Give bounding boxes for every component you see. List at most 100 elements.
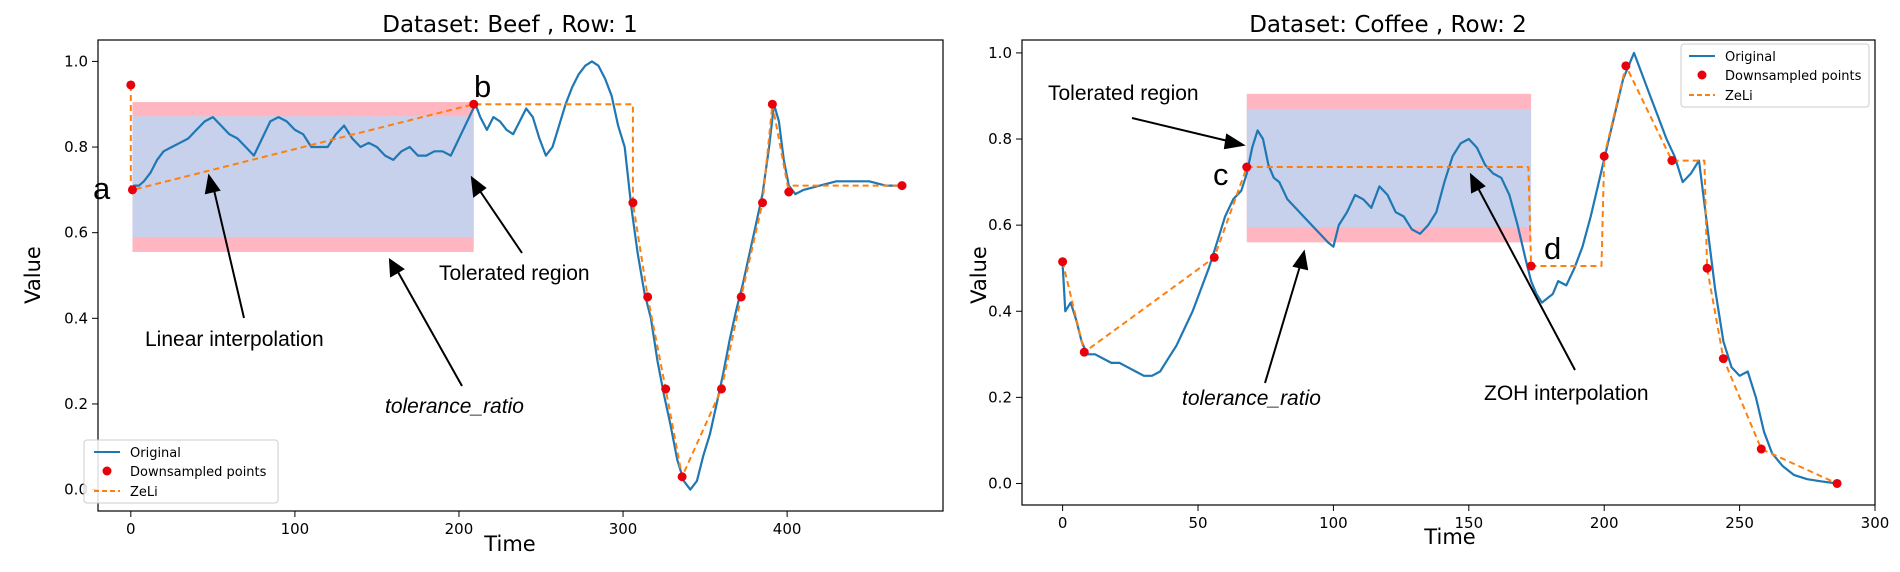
legend: Original Downsampled points ZeLi [83,439,279,504]
downsampled-point [643,292,653,302]
y-tick-label: 1.0 [64,52,88,70]
annotation-tolerated-region: Tolerated region [1048,82,1199,105]
legend-box [1680,43,1870,108]
downsampled-point [469,99,479,109]
downsampled-point [716,384,726,394]
x-tick-label: 200 [445,520,474,538]
x-tick-label: 400 [773,520,802,538]
legend-label-downsampled: Downsampled points [130,465,267,480]
downsampled-point [127,185,137,195]
annotation-tolerance-ratio: tolerance_ratio [385,395,524,418]
downsampled-point [1702,263,1712,273]
annotation-linear-interpolation: Linear interpolation [145,328,324,351]
y-axis-label: Value [967,246,991,304]
downsampled-point [1079,347,1089,357]
annotation-letter-b: b [474,69,491,104]
arrow-tolerated-region [1131,117,1229,142]
annotation-letter-d: d [1544,231,1561,266]
x-tick-label: 200 [1590,514,1619,532]
plot-frame [1021,39,1876,506]
legend-label-zeli: ZeLi [130,485,158,500]
chart-coffee: Dataset: Coffee , Row: 2 0 50 100 150 200 250… [967,12,1889,549]
downsampled-point [767,99,777,109]
chart-beef: Dataset: Beef , Row: 1 0 100 200 300 4000.00… [21,12,944,556]
plot-frame [97,39,944,512]
arrow-linear-interpolation [213,189,245,319]
y-tick-label: 1.0 [988,44,1012,62]
axes-ticks: 0 100 200 300 400 0.0 0.2 0.4 0.6 0.8 1.0 [64,52,801,538]
chart-title: Dataset: Beef , Row: 1 [382,12,638,38]
annotations: a b Tolerated region Linear interpolatio… [93,69,590,418]
downsampled-point [126,80,136,90]
x-tick-label: 150 [1454,514,1483,532]
annotation-letter-a: a [93,171,111,206]
legend-box [83,439,279,504]
legend-label-original: Original [1725,50,1776,65]
legend-label-downsampled: Downsampled points [1725,69,1862,84]
y-tick-label: 0.4 [64,309,88,327]
downsampled-point [1242,162,1252,172]
arrow-tolerance-ratio [1264,265,1301,384]
y-tick-label: 0.4 [988,302,1012,320]
downsampled-point [1526,261,1536,271]
x-tick-label: 50 [1188,514,1207,532]
arrowhead-zoh-interpolation [1469,172,1486,194]
x-tick-label: 0 [126,520,136,538]
downsampled-point [897,181,907,191]
y-tick-label: 0.2 [988,388,1012,406]
x-tick-label: 300 [1861,514,1890,532]
downsampled-point [661,384,671,394]
series-original [1061,51,1838,485]
annotation-tolerance-ratio: tolerance_ratio [1182,387,1321,410]
y-tick-label: 0.8 [64,138,88,156]
downsampled-point [1832,478,1842,488]
annotation-zoh-interpolation: ZOH interpolation [1484,382,1649,405]
y-tick-label: 0.2 [64,395,88,413]
arrowhead-tolerated-region [470,175,487,198]
y-tick-label: 0.0 [64,481,88,499]
y-axis-label: Value [21,246,45,304]
annotations: Tolerated region c d tolerance_ratio ZOH… [1048,82,1649,410]
legend-swatch-downsampled [102,466,112,476]
legend-label-original: Original [130,446,181,461]
downsampled-point [1718,354,1728,364]
tolerance-regions [1246,93,1532,243]
arrow-tolerated-region [479,190,523,254]
x-tick-label: 300 [609,520,638,538]
downsampled-point [628,198,638,208]
chart-series [126,60,907,491]
downsampled-point [1667,156,1677,166]
downsampled-point [1756,444,1766,454]
arrowhead-tolerated-region [1223,133,1246,150]
downsampled-point [758,198,768,208]
downsampled-point [677,472,687,482]
downsampled-point [1621,61,1631,71]
x-tick-label: 0 [1058,514,1068,532]
annotation-arrows [1131,117,1576,384]
y-tick-label: 0.8 [988,130,1012,148]
x-tick-label: 100 [1319,514,1348,532]
x-axis-label: Time [483,532,535,556]
x-axis-label: Time [1423,525,1475,549]
legend-swatch-downsampled [1697,70,1707,80]
axes-ticks: 0 50 100 150 200 250 300 0.0 0.2 0.4 0.6 0.8 1.0 [988,44,1889,532]
downsampled-point [784,187,794,197]
arrow-tolerance-ratio [397,271,463,387]
y-tick-label: 0.6 [64,224,88,242]
downsampled-point [1599,151,1609,161]
y-tick-label: 0.6 [988,216,1012,234]
arrow-zoh-interpolation [1477,187,1576,371]
downsampled-point [1209,252,1219,262]
x-tick-label: 250 [1725,514,1754,532]
arrowhead-tolerance-ratio [388,258,405,278]
legend: Original Downsampled points ZeLi [1680,43,1870,108]
annotation-tolerated-region: Tolerated region [439,262,590,285]
legend-label-zeli: ZeLi [1725,89,1753,104]
annotation-letter-c: c [1213,157,1229,192]
series-original [129,60,902,491]
arrowhead-tolerance-ratio [1292,249,1309,271]
x-tick-label: 100 [281,520,310,538]
chart-title: Dataset: Coffee , Row: 2 [1249,12,1527,38]
downsampled-point [1058,257,1068,267]
